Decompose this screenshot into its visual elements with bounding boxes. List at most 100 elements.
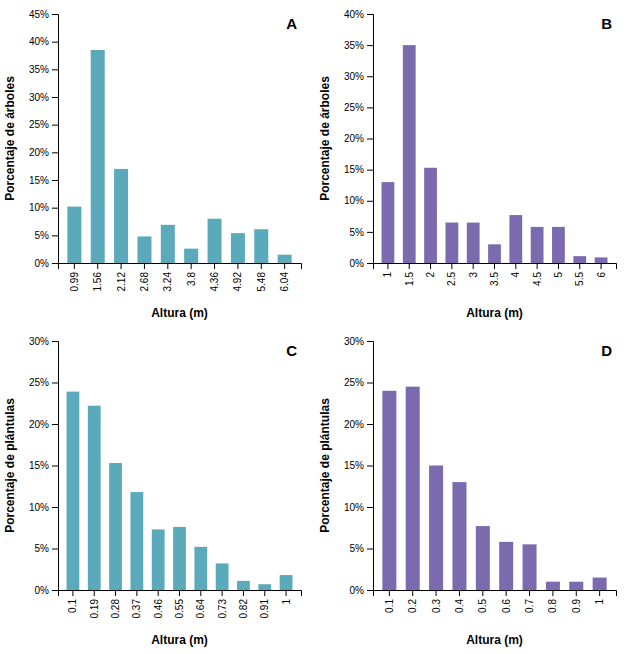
bar (254, 229, 268, 263)
y-tick-label: 20% (344, 419, 364, 430)
x-tick: 0.9 (571, 590, 582, 613)
panel-label: B (601, 15, 612, 32)
x-tick: 0.4 (454, 590, 465, 613)
x-axis-title: Altura (m) (151, 306, 208, 320)
x-tick-mark (191, 263, 192, 269)
bar (445, 223, 458, 263)
panel-label: A (286, 15, 297, 32)
x-tick-mark (158, 590, 159, 596)
x-tick-label: 5.48 (256, 272, 267, 292)
bar (382, 391, 396, 590)
bar (552, 227, 565, 263)
bar (173, 527, 186, 590)
x-tick-mark (473, 263, 474, 269)
x-tick: 0.37 (131, 590, 142, 618)
x-tick-mark (286, 590, 287, 596)
y-tick-mark (367, 424, 373, 425)
y-tick-label: 5% (350, 543, 365, 554)
y-tick-label: 10% (29, 202, 49, 213)
bar (114, 169, 128, 263)
x-tick-label: 2.12 (116, 272, 127, 292)
x-axis-title: Altura (m) (151, 633, 208, 647)
y-tick: 30% (344, 71, 373, 82)
x-tick-mark (552, 590, 553, 596)
x-tick: 0.28 (110, 590, 121, 618)
x-tick: 0.82 (238, 590, 249, 618)
x-tick-label: 0.5 (477, 599, 488, 613)
y-tick: 0% (350, 585, 373, 596)
y-tick-mark (367, 76, 373, 77)
y-tick-mark (367, 170, 373, 171)
y-tick-mark (367, 549, 373, 550)
y-axis-title: Porcentaje de árboles (3, 76, 17, 201)
x-tick-mark (94, 590, 95, 596)
bar (137, 236, 151, 263)
bar (595, 257, 608, 263)
y-tick-mark (52, 125, 58, 126)
bar (429, 466, 443, 591)
y-tick-label: 10% (344, 502, 364, 513)
x-tick-mark (599, 590, 600, 596)
y-tick-label: 25% (344, 377, 364, 388)
panel: 0%5%10%15%20%25%30%35%40%11.522.533.544.… (318, 9, 617, 320)
y-tick-label: 20% (29, 147, 49, 158)
x-tick-mark (494, 263, 495, 269)
x-tick-label: 6.04 (279, 272, 290, 292)
x-tick: 0.46 (153, 590, 164, 618)
y-tick: 5% (35, 230, 58, 241)
x-tick-label: 0.99 (69, 272, 80, 292)
plot-area (67, 392, 293, 590)
x-axis-line (59, 264, 302, 270)
y-axis-line (367, 342, 374, 591)
y-tick-label: 15% (344, 460, 364, 471)
y-axis-title: Porcentaje de plántulas (3, 398, 17, 533)
y-axis-line (52, 15, 59, 264)
bar (467, 223, 480, 263)
x-tick-label: 3.24 (162, 272, 173, 292)
x-tick: 3 (468, 263, 479, 278)
x-tick-label: 0.7 (524, 599, 535, 613)
x-tick-mark (409, 263, 410, 269)
x-tick: 3.8 (186, 263, 197, 286)
x-tick: 4.5 (532, 263, 543, 286)
y-tick-label: 15% (344, 164, 364, 175)
y-tick-mark (52, 14, 58, 15)
panel-label: D (601, 342, 612, 359)
y-tick-label: 40% (29, 36, 49, 47)
y-tick-label: 30% (344, 336, 364, 347)
x-tick-label: 0.28 (110, 599, 121, 619)
x-tick-mark (214, 263, 215, 269)
plot-area (67, 50, 291, 263)
x-tick-label: 0.37 (131, 599, 142, 619)
y-tick-mark (52, 383, 58, 384)
bar (194, 547, 207, 590)
x-axis-line (374, 264, 617, 270)
x-axis: 0.991.562.122.683.243.84.364.925.486.04 (59, 263, 302, 291)
bar (569, 582, 583, 590)
y-tick-label: 25% (29, 377, 49, 388)
x-tick-label: 0.2 (407, 599, 418, 613)
y-tick-mark (367, 466, 373, 467)
x-tick: 0.1 (67, 590, 78, 613)
y-axis: 0% 5% 10% 15% 20% 25% 30% (344, 336, 374, 596)
x-tick-mark (558, 263, 559, 269)
x-tick-mark (601, 263, 602, 269)
y-tick-label: 30% (29, 336, 49, 347)
x-tick-label: 0.46 (153, 599, 164, 619)
y-tick-mark (52, 590, 58, 591)
bar (152, 529, 165, 590)
x-tick: 4.36 (209, 263, 220, 291)
x-tick-mark (284, 263, 285, 269)
x-tick: 4.92 (232, 263, 243, 291)
x-tick-mark (459, 590, 460, 596)
x-axis-title: Altura (m) (466, 306, 523, 320)
y-tick-mark (52, 341, 58, 342)
x-tick-label: 0.6 (501, 599, 512, 613)
y-tick-label: 45% (29, 9, 49, 20)
bar (382, 182, 395, 263)
x-tick-label: 3.5 (489, 272, 500, 286)
y-tick-mark (52, 180, 58, 181)
y-tick-label: 20% (29, 419, 49, 430)
y-axis-line (367, 15, 374, 264)
bar (452, 482, 466, 590)
